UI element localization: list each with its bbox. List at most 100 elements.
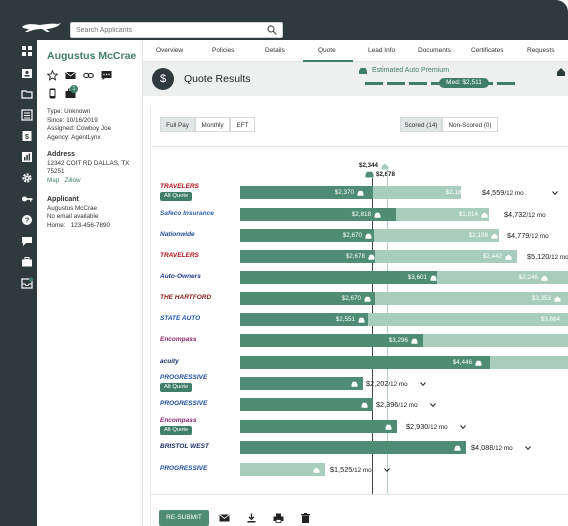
- quote-total[interactable]: $2,202/12 mo: [366, 379, 408, 388]
- dollar-icon: $: [152, 68, 174, 90]
- auto-premium-bar[interactable]: [240, 271, 437, 284]
- tab-documents[interactable]: Documents: [418, 47, 451, 54]
- key-icon[interactable]: [21, 193, 33, 205]
- tab-requests[interactable]: Requests: [527, 47, 555, 54]
- folder-icon[interactable]: [21, 88, 33, 100]
- briefcase-icon[interactable]: [21, 256, 33, 268]
- auto-premium-bar[interactable]: [240, 420, 397, 433]
- tab-certificates[interactable]: Certificates: [471, 47, 504, 54]
- trash-icon[interactable]: [300, 513, 311, 523]
- search-box[interactable]: [70, 22, 283, 38]
- auto-premium-value: $3,296: [388, 337, 408, 344]
- calculator-icon[interactable]: $: [21, 130, 33, 142]
- tab-details[interactable]: Details: [265, 47, 285, 54]
- home-premium-bar[interactable]: [240, 463, 325, 476]
- quote-content: [150, 105, 568, 526]
- download-icon[interactable]: [246, 513, 257, 523]
- star-icon[interactable]: [46, 69, 59, 81]
- quote-total[interactable]: $4,779/12 mo: [507, 231, 549, 240]
- chevron-down-icon[interactable]: [430, 403, 436, 407]
- zillow-link[interactable]: Zillow: [64, 176, 81, 184]
- email-icon[interactable]: [65, 70, 76, 81]
- quote-total[interactable]: $4,088/12 mo: [471, 443, 513, 452]
- chevron-down-icon[interactable]: [552, 191, 558, 195]
- help-icon[interactable]: ?: [21, 214, 33, 226]
- chevron-down-icon[interactable]: [525, 446, 531, 450]
- monthly-button[interactable]: Monthly: [195, 117, 230, 132]
- tab-policies[interactable]: Policies: [212, 47, 235, 54]
- auto-premium-bar[interactable]: [240, 334, 423, 347]
- quote-header: [143, 62, 568, 96]
- carrier-logo: TRAVELERS: [160, 252, 199, 259]
- tab-quote[interactable]: Quote: [318, 47, 336, 54]
- eft-button[interactable]: EFT: [230, 117, 255, 132]
- address-block: Address 12342 COIT RD DALLAS, TX 75251 M…: [47, 151, 130, 184]
- chevron-down-icon[interactable]: [420, 382, 426, 386]
- quote-total[interactable]: $5,120/12 mo: [527, 252, 568, 261]
- carrier-logo: BRISTOL WEST: [160, 443, 209, 450]
- auto-premium-bar[interactable]: [240, 229, 374, 242]
- scored-filter-button[interactable]: Scored (14): [400, 117, 442, 132]
- home-reference-line: [387, 170, 388, 494]
- list-icon[interactable]: [21, 109, 33, 121]
- home-icon: [313, 466, 320, 473]
- gear-icon[interactable]: [21, 172, 33, 184]
- auto-premium-value: $3,601: [407, 274, 427, 281]
- chart-icon[interactable]: [21, 151, 33, 163]
- inbox-icon[interactable]: [21, 277, 33, 289]
- sms-icon[interactable]: [101, 70, 112, 81]
- auto-premium-bar[interactable]: [240, 250, 375, 263]
- car-icon: [359, 68, 367, 74]
- auto-premium-bar[interactable]: [240, 313, 368, 326]
- auto-premium-value: $2,678: [345, 253, 365, 260]
- address-line2: 75251: [47, 168, 65, 175]
- alt-quote-badge[interactable]: Alt Quote: [160, 426, 193, 435]
- carrier-logo: Safeco Insurance: [160, 210, 214, 217]
- dashboard-icon[interactable]: [21, 45, 33, 57]
- footer-divider: [150, 494, 568, 495]
- search-icon[interactable]: [267, 25, 277, 35]
- resubmit-button[interactable]: RE-SUBMIT: [159, 510, 209, 526]
- alt-quote-badge[interactable]: Alt Quote: [160, 192, 193, 201]
- chevron-down-icon[interactable]: [384, 468, 390, 472]
- auto-premium-bar[interactable]: [240, 441, 466, 454]
- chevron-down-icon[interactable]: [460, 425, 466, 429]
- customer-name[interactable]: Augustus McCrae: [47, 50, 137, 62]
- auto-premium-value: $2,818: [351, 211, 371, 218]
- auto-premium-bar[interactable]: [240, 398, 373, 411]
- car-icon: [385, 424, 392, 430]
- auto-premium-bar[interactable]: [240, 377, 363, 390]
- home-icon[interactable]: [556, 67, 566, 77]
- email-icon[interactable]: [219, 513, 230, 523]
- auto-premium-bar[interactable]: [240, 208, 396, 221]
- quote-total[interactable]: $2,930/12 mo: [406, 422, 448, 431]
- estimated-premium-label: Estimated Auto Premium: [372, 67, 450, 74]
- auto-premium-bar[interactable]: [240, 356, 490, 369]
- phone-icon[interactable]: [47, 88, 58, 99]
- median-badge: Med: $2,511: [439, 78, 489, 88]
- quote-total[interactable]: $1,525/12 mo: [330, 465, 372, 474]
- car-icon: [361, 402, 368, 408]
- car-icon: [368, 254, 375, 260]
- auto-premium-bar[interactable]: [240, 292, 375, 305]
- auto-premium-bar[interactable]: [240, 186, 373, 199]
- print-icon[interactable]: [273, 513, 284, 523]
- search-input[interactable]: [76, 26, 256, 34]
- quote-total[interactable]: $4,559/12 mo: [482, 188, 524, 197]
- contacts-icon[interactable]: [21, 67, 33, 79]
- carrier-logo: PROGRESSIVE: [160, 374, 208, 381]
- auto-premium-value: $2,370: [334, 189, 354, 196]
- quote-total[interactable]: $4,732/12 mo: [504, 210, 546, 219]
- tab-overview[interactable]: Overview: [156, 47, 184, 54]
- greyhound-logo-icon[interactable]: [20, 21, 62, 33]
- link-icon[interactable]: [83, 70, 94, 81]
- quote-total[interactable]: $2,396/12 mo: [376, 400, 418, 409]
- chat-icon[interactable]: [21, 235, 33, 247]
- tab-lead-info[interactable]: Lead Info: [368, 47, 396, 54]
- alt-quote-badge[interactable]: Alt Quote: [160, 383, 193, 392]
- auto-premium-value: $2,551: [335, 316, 355, 323]
- carrier-logo: THE HARTFORD: [160, 294, 212, 301]
- full-pay-button[interactable]: Full Pay: [160, 117, 195, 132]
- nonscored-filter-button[interactable]: Non-Scored (0): [442, 117, 498, 132]
- map-link[interactable]: Map: [47, 176, 60, 184]
